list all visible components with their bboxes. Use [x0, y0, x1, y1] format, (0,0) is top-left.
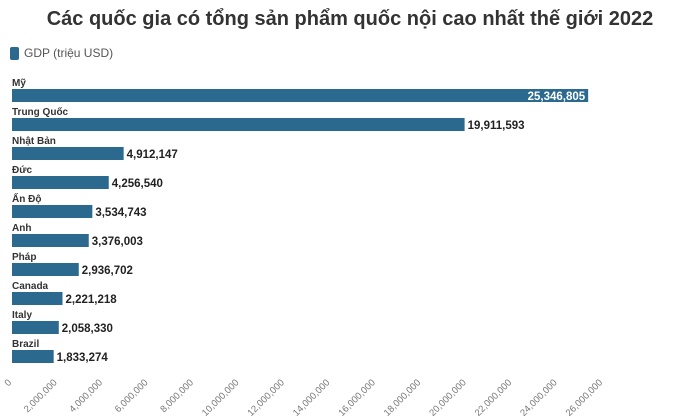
category-label: Trung Quốc — [12, 106, 69, 118]
value-label: 3,534,743 — [95, 207, 146, 219]
bar — [12, 350, 54, 363]
x-tick-label: 26,000,000 — [564, 377, 605, 416]
value-label: 4,912,147 — [127, 149, 178, 161]
bar — [12, 147, 124, 160]
x-tick-label: 6,000,000 — [113, 377, 151, 415]
category-label: Anh — [12, 223, 31, 234]
value-label: 25,346,805 — [528, 91, 586, 103]
value-label: 19,911,593 — [468, 120, 525, 132]
bar — [12, 292, 63, 305]
x-tick-label: 2,000,000 — [22, 377, 60, 415]
value-label: 4,256,540 — [112, 178, 163, 190]
chart-title: Các quốc gia có tổng sản phẩm quốc nội c… — [46, 8, 654, 30]
category-label: Canada — [12, 281, 49, 292]
value-label: 2,936,702 — [82, 265, 133, 277]
x-tick-label: 20,000,000 — [427, 377, 468, 416]
bar — [12, 118, 465, 131]
value-label: 3,376,003 — [92, 236, 143, 248]
bar — [12, 234, 89, 247]
x-tick-label: 12,000,000 — [245, 377, 286, 416]
category-label: Pháp — [12, 252, 36, 263]
x-tick-label: 4,000,000 — [67, 377, 105, 415]
bars-layer: Mỹ 25,346,805 Trung Quốc 19,911,593 Nhật Bản… — [12, 78, 589, 364]
category-label: Nhật Bản — [12, 136, 56, 147]
value-label: 2,221,218 — [65, 294, 117, 306]
category-label: Brazil — [12, 339, 39, 350]
legend-swatch — [10, 46, 19, 60]
category-label: Ấn Độ — [12, 192, 41, 205]
category-label: Mỹ — [12, 78, 26, 89]
x-tick-label: 18,000,000 — [382, 377, 423, 416]
bar — [12, 89, 589, 102]
bar — [12, 263, 79, 276]
x-tick-label: 14,000,000 — [291, 377, 332, 416]
x-tick-label: 10,000,000 — [200, 377, 241, 416]
bar — [12, 205, 93, 218]
category-label: Italy — [12, 310, 32, 321]
value-label: 1,833,274 — [57, 352, 109, 364]
x-tick-label: 24,000,000 — [518, 377, 559, 416]
category-label: Đức — [12, 165, 32, 176]
x-tick-label: 16,000,000 — [336, 377, 377, 416]
legend-label: GDP (triệu USD) — [24, 46, 114, 60]
x-tick-label: 8,000,000 — [158, 377, 196, 415]
bar — [12, 176, 109, 189]
legend: GDP (triệu USD) — [10, 46, 113, 60]
value-label: 2,058,330 — [62, 323, 113, 335]
x-tick-label: 0 — [3, 377, 15, 389]
bar — [12, 321, 59, 334]
x-tick-label: 22,000,000 — [473, 377, 514, 416]
x-axis: 0 2,000,000 4,000,000 6,000,000 8,000,000 10,… — [3, 377, 606, 416]
